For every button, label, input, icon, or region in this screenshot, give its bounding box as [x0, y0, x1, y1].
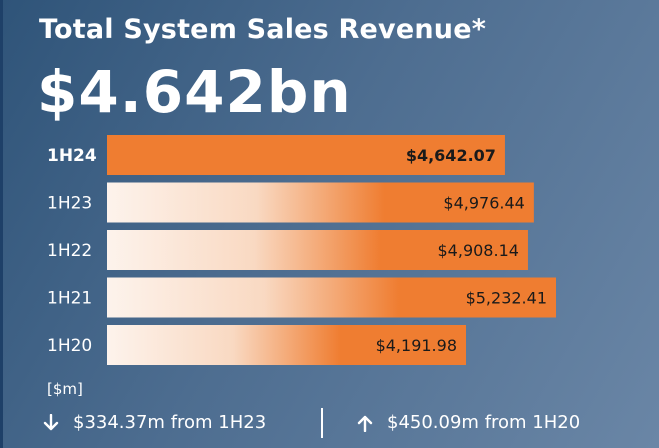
value-label-1h21: $5,232.41 — [466, 289, 547, 308]
category-label-1h23: 1H23 — [47, 194, 92, 214]
bar-chart: 1H24 $4,642.07 1H23 $4,976.44 1H22 $4,908.14 1… — [47, 135, 556, 365]
change-vs-1h20-value: $450.09m — [387, 412, 479, 433]
change-vs-1h20: $450.09m from 1H20 — [357, 412, 580, 433]
footer-divider — [321, 408, 323, 438]
headline-value: $4.642bn — [37, 58, 352, 126]
category-label-1h21: 1H21 — [47, 289, 92, 309]
category-label-1h20: 1H20 — [47, 336, 92, 356]
arrow-up-icon — [357, 415, 373, 432]
change-vs-1h23-value: $334.37m — [73, 412, 165, 433]
category-label-1h24: 1H24 — [47, 146, 97, 166]
value-label-1h20: $4,191.98 — [376, 336, 457, 355]
change-vs-1h20-text: from 1H20 — [478, 412, 581, 433]
value-label-1h23: $4,976.44 — [443, 194, 524, 213]
bar-1h22 — [107, 230, 528, 270]
change-vs-1h23: $334.37m from 1H23 — [43, 412, 266, 433]
arrow-down-icon — [43, 413, 59, 430]
unit-label: [$m] — [47, 380, 83, 398]
bar-1h23 — [107, 182, 534, 223]
bar-1h24 — [107, 135, 505, 175]
category-label-1h22: 1H22 — [47, 241, 92, 261]
bar-1h21 — [107, 277, 556, 318]
card-title: Total System Sales Revenue* — [39, 14, 487, 45]
change-summary: $334.37m from 1H23 $450.09m from 1H20 — [3, 406, 659, 442]
bar-1h20 — [107, 325, 466, 365]
value-label-1h24: $4,642.07 — [406, 146, 496, 165]
value-label-1h22: $4,908.14 — [438, 241, 519, 260]
change-vs-1h23-text: from 1H23 — [164, 412, 267, 433]
